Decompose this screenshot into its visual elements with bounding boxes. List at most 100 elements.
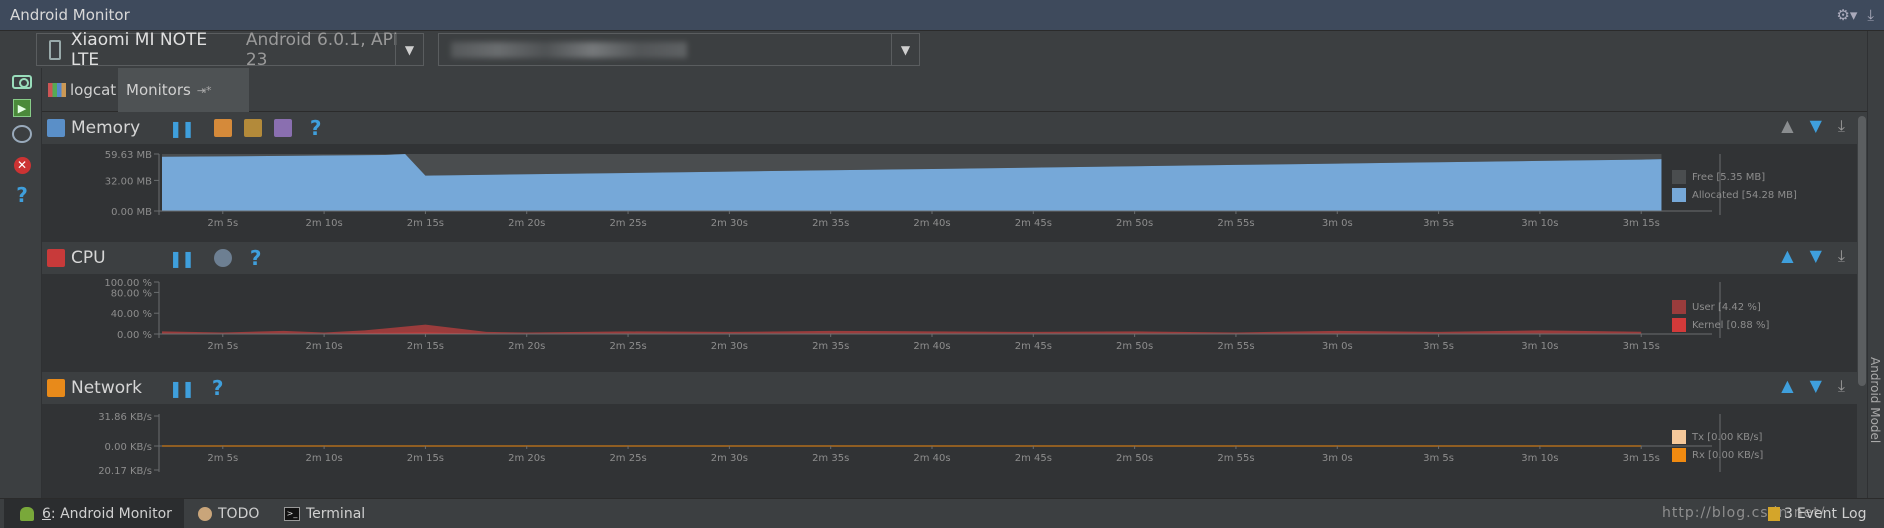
help-button[interactable]: ? [11, 183, 33, 207]
memory-y-tick-label: 32.00 MB [105, 176, 152, 187]
todo-icon [198, 506, 212, 521]
gear-icon[interactable]: ⚙▾ [1836, 6, 1858, 24]
memory-x-tick-label: 2m 10s [305, 218, 342, 229]
tab-monitors[interactable]: Monitors ⇥* [118, 68, 249, 112]
device-name: Xiaomi MI NOTE LTE [70, 29, 208, 70]
cpu-x-tick-label: 2m 35s [812, 341, 849, 352]
memory-x-tick-label: 2m 40s [913, 218, 950, 229]
cpu-y-tick-label: 0.00 % [117, 330, 152, 341]
todo-label: TODO [218, 505, 260, 522]
legend-swatch [1672, 448, 1686, 462]
cpu-x-tick-label: 2m 45s [1015, 341, 1052, 352]
network-x-tick-label: 2m 50s [1116, 453, 1153, 464]
network-title: Network [71, 378, 142, 398]
cpu-x-tick-label: 2m 25s [609, 341, 646, 352]
window-title: Android Monitor [10, 6, 130, 24]
process-selector[interactable]: ▼ [438, 33, 920, 66]
tab-logcat[interactable]: logcat [44, 68, 118, 112]
network-x-tick-label: 2m 10s [305, 453, 342, 464]
device-selector[interactable]: Xiaomi MI NOTE LTE Android 6.0.1, API 23… [36, 30, 424, 70]
arrow-down-icon[interactable]: ▼ [1809, 246, 1822, 265]
arrow-down-icon[interactable]: ▼ [1809, 376, 1822, 395]
android-model-tab[interactable]: Android Model [1868, 357, 1882, 444]
network-x-tick-label: 2m 15s [407, 453, 444, 464]
network-x-tick-label: 2m 20s [508, 453, 545, 464]
help-icon[interactable]: ? [309, 116, 322, 140]
cpu-chart: 2m 5s 2m 10s 2m 15s 2m 20s 2m 25s 2m 30s 2m 35… [42, 274, 1857, 372]
scrollbar-thumb[interactable] [1858, 116, 1866, 386]
arrow-up-icon[interactable]: ▲ [1781, 116, 1794, 135]
cpu-x-tick-label: 3m 0s [1322, 341, 1353, 352]
pause-icon[interactable]: ❚❚ [169, 118, 195, 138]
collapse-icon[interactable]: ⤓ [1837, 116, 1845, 135]
legend-label: Allocated [54.28 MB] [1692, 189, 1797, 201]
legend-swatch [1672, 300, 1686, 314]
collapse-icon[interactable]: ⤓ [1837, 246, 1845, 265]
pause-icon[interactable]: ❚❚ [169, 248, 195, 268]
network-x-tick-label: 2m 30s [711, 453, 748, 464]
terminal-tab[interactable]: >_ Terminal [284, 499, 365, 528]
help-icon[interactable]: ? [249, 246, 262, 270]
cpu-x-tick-label: 3m 15s [1623, 341, 1660, 352]
gc-icon[interactable] [213, 119, 232, 137]
device-row: Xiaomi MI NOTE LTE Android 6.0.1, API 23… [0, 30, 1884, 70]
chevron-down-icon[interactable]: ▼ [395, 34, 423, 65]
memory-x-tick-label: 2m 35s [812, 218, 849, 229]
network-y-tick-label: 31.86 KB/s [98, 412, 152, 423]
event-log-tab[interactable]: 3 Event Log [1768, 499, 1866, 528]
pin-icon[interactable]: ⇥* [196, 83, 212, 97]
memory-y-tick-label: 59.63 MB [105, 150, 152, 161]
memory-x-tick-label: 2m 20s [508, 218, 545, 229]
chevron-down-icon[interactable]: ▼ [891, 34, 919, 65]
memory-chart-svg: 2m 5s 2m 10s 2m 15s 2m 20s 2m 25s 2m 30s 2m 35… [105, 150, 1721, 229]
method-trace-icon[interactable] [213, 249, 232, 267]
memory-legend-free: Free [5.35 MB] [1672, 170, 1765, 184]
network-x-tick-label: 3m 15s [1623, 453, 1660, 464]
todo-tab[interactable]: TODO [198, 499, 259, 528]
terminate-app-button[interactable]: ✕ [11, 154, 33, 176]
android-monitor-tab[interactable]: 6 : Android Monitor [4, 499, 184, 528]
memory-x-tick-label: 2m 45s [1015, 218, 1052, 229]
network-header: Network ❚❚ ? ▲ ▼ ⤓ [42, 372, 1857, 404]
cpu-x-tick-label: 3m 10s [1521, 341, 1558, 352]
pause-icon[interactable]: ❚❚ [169, 378, 195, 398]
event-log-count: 3 [1784, 505, 1793, 522]
help-icon[interactable]: ? [211, 376, 224, 400]
cpu-legend-kernel: Kernel [0.88 %] [1672, 318, 1769, 332]
left-toolbar: ▶ ✕ ? [0, 68, 42, 498]
status-bar: 6 : Android Monitor TODO >_ Terminal htt… [0, 498, 1884, 528]
collapse-icon[interactable]: ⤓ [1837, 376, 1845, 395]
memory-x-tick-label: 2m 25s [609, 218, 646, 229]
record-icon [12, 125, 32, 143]
arrow-down-icon[interactable]: ▼ [1809, 116, 1822, 135]
cpu-x-tick-label: 2m 5s [207, 341, 238, 352]
allocation-tracking-icon[interactable] [273, 119, 292, 137]
network-x-tick-label: 3m 0s [1322, 453, 1353, 464]
cpu-icon [47, 249, 65, 267]
memory-header: Memory ❚❚ ? ▲ ▼ ⤓ [42, 112, 1857, 144]
screen-record-button[interactable]: ▶ [11, 97, 33, 119]
watermark: http://blog.csdn.net/ [1662, 505, 1826, 521]
memory-x-tick-label: 3m 5s [1423, 218, 1454, 229]
legend-label: Tx [0.00 KB/s] [1692, 431, 1763, 443]
network-legend-rx: Rx [0.00 KB/s] [1672, 448, 1763, 462]
system-info-button[interactable] [11, 123, 33, 145]
arrow-up-icon[interactable]: ▲ [1781, 246, 1794, 265]
arrow-up-icon[interactable]: ▲ [1781, 376, 1794, 395]
tool-tabs: logcat Monitors ⇥* [42, 68, 1884, 112]
event-log-label: Event Log [1796, 505, 1867, 522]
dump-heap-icon[interactable] [243, 119, 262, 137]
screen-capture-button[interactable] [11, 71, 33, 93]
hide-icon[interactable]: ⤓ [1867, 6, 1874, 24]
network-x-tick-label: 2m 25s [609, 453, 646, 464]
vertical-scrollbar[interactable] [1857, 112, 1867, 498]
cpu-user-area [162, 324, 1642, 334]
device-version: Android 6.0.1, API 23 [245, 29, 398, 70]
network-x-tick-label: 2m 40s [913, 453, 950, 464]
cpu-x-tick-label: 2m 15s [407, 341, 444, 352]
cpu-x-tick-label: 2m 10s [305, 341, 342, 352]
legend-swatch [1672, 430, 1686, 444]
network-x-tick-label: 2m 55s [1217, 453, 1254, 464]
cpu-y-tick-label: 40.00 % [111, 309, 152, 320]
legend-label: Free [5.35 MB] [1692, 171, 1766, 183]
